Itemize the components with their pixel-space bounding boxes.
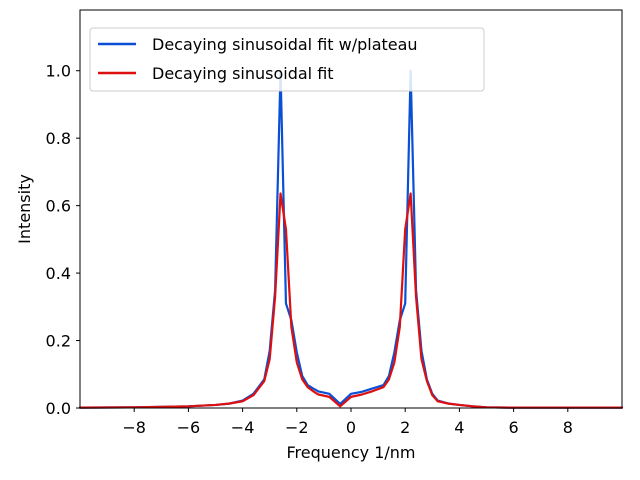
- y-tick-label: 0.8: [46, 129, 71, 148]
- x-tick-label: 4: [454, 418, 464, 437]
- x-tick-label: 0: [346, 418, 356, 437]
- x-tick-label: 6: [509, 418, 519, 437]
- x-tick-label: −4: [231, 418, 255, 437]
- y-tick-label: 1.0: [46, 62, 71, 81]
- x-tick-label: −2: [285, 418, 309, 437]
- y-tick-label: 0.0: [46, 399, 71, 418]
- legend-label-1: Decaying sinusoidal fit w/plateau: [152, 35, 418, 54]
- legend-label-2: Decaying sinusoidal fit: [152, 64, 334, 83]
- y-tick-label: 0.6: [46, 197, 71, 216]
- y-tick-label: 0.2: [46, 332, 71, 351]
- x-tick-label: −6: [177, 418, 201, 437]
- x-tick-label: 8: [563, 418, 573, 437]
- x-axis-title: Frequency 1/nm: [286, 443, 415, 462]
- y-axis-title: Intensity: [15, 174, 34, 244]
- y-tick-label: 0.4: [46, 264, 71, 283]
- series-layer: [78, 69, 624, 409]
- legend-box: [89, 27, 485, 92]
- x-tick-label: −8: [122, 418, 146, 437]
- series-line-2: [78, 192, 624, 409]
- x-tick-label: 2: [400, 418, 410, 437]
- ticks-layer: −8 −6 −4 −2 0 2 4 6 8 0.0 0.2 0.4 0.6 0.8 1.0: [46, 62, 573, 437]
- legend: Decaying sinusoidal fit w/plateau Decayin…: [89, 27, 485, 92]
